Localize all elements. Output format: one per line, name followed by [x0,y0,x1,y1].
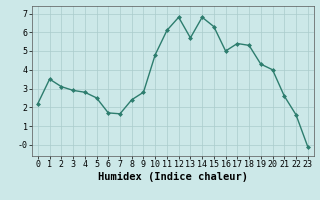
X-axis label: Humidex (Indice chaleur): Humidex (Indice chaleur) [98,172,248,182]
